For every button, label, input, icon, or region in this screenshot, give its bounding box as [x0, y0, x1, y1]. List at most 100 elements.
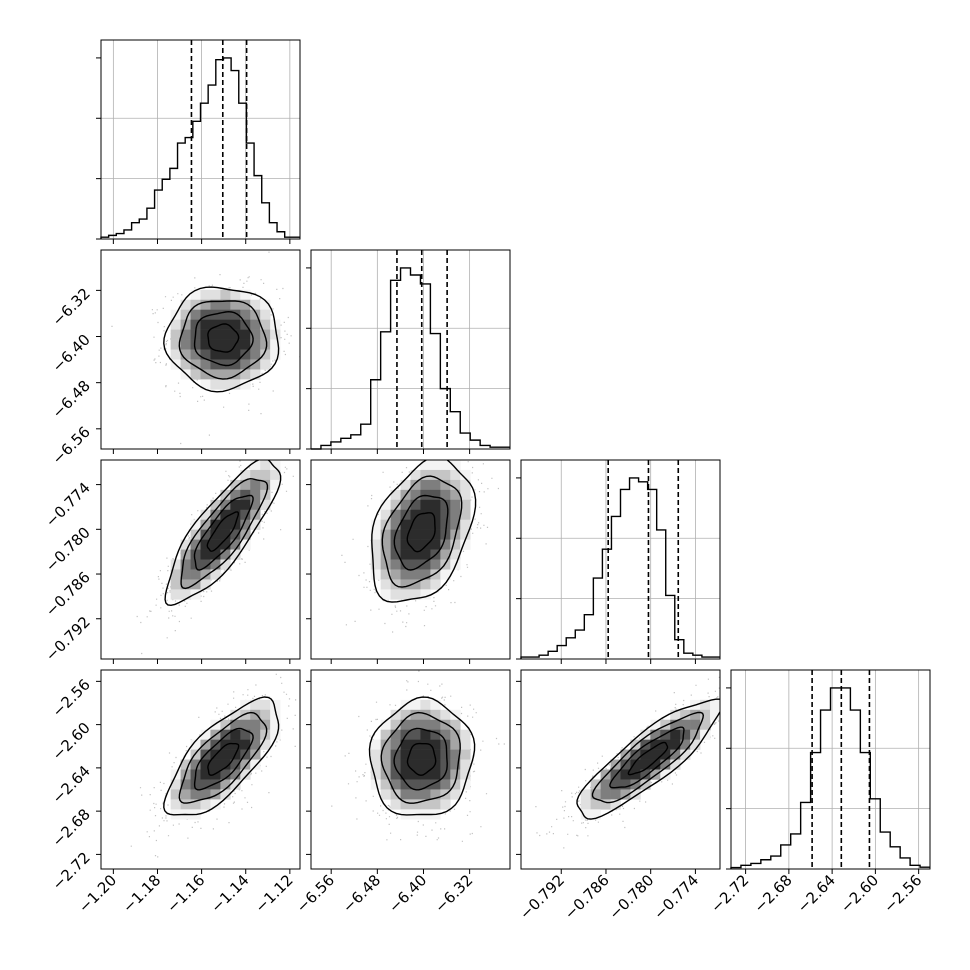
density-cell-1-0-9-6 [190, 309, 201, 320]
density-cell-1-0-12-4 [220, 289, 231, 301]
density-cell-2-0-10-11 [200, 569, 211, 580]
density-cell-3-2-9-13 [610, 799, 621, 810]
density-cell-3-1-13-11 [440, 779, 451, 790]
density-cell-3-1-8-5 [390, 719, 401, 730]
density-cell-2-1-9-13 [400, 589, 411, 600]
density-cell-3-1-9-8 [400, 749, 411, 760]
density-panel-3-0 [100, 669, 301, 870]
density-cell-2-0-13-8 [230, 539, 241, 550]
density-cell-2-1-10-4 [410, 499, 421, 511]
density-cell-2-0-12-10 [220, 559, 231, 570]
density-cell-3-1-12-4 [430, 709, 441, 721]
x-tick-label-0-0: −1.20 [75, 871, 120, 916]
density-cell-1-0-10-4 [200, 289, 211, 301]
density-cell-2-1-6-7 [370, 529, 381, 540]
density-cell-1-0-7-9 [170, 339, 181, 350]
density-cell-2-1-7-10 [380, 559, 391, 570]
density-cell-1-0-11-5 [210, 299, 221, 310]
density-cell-2-1-15-6 [460, 519, 471, 530]
density-cell-3-0-17-5 [270, 719, 281, 730]
density-cell-1-0-9-11 [190, 359, 201, 370]
contour-2-0-0 [206, 511, 239, 552]
panel-frame-hist-1 [310, 249, 511, 450]
density-cell-1-0-7-10 [170, 349, 181, 360]
density-cell-2-1-10-5 [410, 509, 421, 520]
density-cell-3-2-13-8 [650, 749, 661, 760]
density-cell-1-0-7-8 [170, 329, 181, 340]
density-cell-2-1-13-1 [440, 469, 451, 481]
density-cell-2-0-8-8 [180, 539, 191, 550]
density-cell-2-1-13-2 [440, 479, 451, 491]
contour-3-0-2 [178, 711, 268, 804]
density-cell-3-1-8-6 [390, 729, 401, 740]
density-cell-3-0-15-7 [250, 739, 261, 750]
density-cell-2-0-14-6 [240, 519, 251, 530]
contour-2-0-3 [164, 460, 282, 607]
density-cell-2-0-8-13 [180, 589, 191, 600]
density-cell-1-0-16-10 [260, 349, 271, 360]
density-cell-3-1-13-8 [440, 749, 451, 760]
density-cell-3-2-12-10 [640, 769, 651, 780]
density-cell-3-2-6-14 [580, 809, 591, 820]
density-cell-3-2-10-12 [620, 789, 631, 800]
density-cell-3-1-15-7 [460, 739, 471, 750]
density-cell-3-0-14-7 [240, 739, 251, 750]
density-cell-1-0-10-10 [200, 349, 211, 360]
density-cell-1-0-12-12 [220, 369, 231, 380]
density-cell-2-1-12-2 [430, 479, 441, 491]
contour-3-0-0 [207, 742, 240, 776]
density-cell-3-2-16-8 [680, 749, 691, 760]
contour-3-1-0 [406, 742, 437, 776]
density-cell-2-0-7-12 [170, 579, 181, 590]
x-tick-label-3-2: −2.64 [794, 871, 839, 916]
density-cell-3-1-8-7 [390, 739, 401, 750]
density-cell-2-0-11-8 [210, 539, 221, 550]
density-cell-3-1-11-13 [420, 799, 431, 810]
histogram-1 [311, 267, 510, 450]
density-cell-1-0-9-10 [190, 349, 201, 360]
density-cell-2-1-10-6 [410, 519, 421, 530]
density-cell-3-2-15-7 [670, 739, 681, 750]
density-cell-3-0-10-7 [200, 739, 211, 750]
contour-3-1-1 [393, 727, 448, 791]
contour-1-0-3 [163, 286, 280, 393]
density-cell-2-0-17-1 [270, 469, 281, 481]
density-cell-3-2-12-11 [640, 779, 651, 790]
density-cell-2-1-13-0 [440, 460, 451, 471]
contour-3-2-0 [627, 741, 669, 776]
density-cell-3-2-11-10 [630, 769, 641, 780]
density-cell-2-0-14-5 [240, 509, 251, 520]
density-cell-2-1-6-11 [370, 569, 381, 580]
density-cell-3-1-14-10 [450, 769, 461, 780]
density-cell-2-1-10-8 [410, 539, 421, 550]
density-cell-3-1-13-6 [440, 729, 451, 740]
density-cell-2-0-15-1 [250, 469, 261, 481]
density-cell-3-1-9-5 [400, 719, 411, 730]
density-cell-1-0-12-5 [220, 299, 231, 310]
density-cell-3-0-7-13 [170, 799, 181, 810]
density-cell-2-1-14-9 [450, 549, 461, 560]
density-cell-2-1-11-10 [420, 559, 431, 570]
density-cell-2-0-16-2 [260, 479, 271, 491]
density-cell-2-0-12-7 [220, 529, 231, 540]
density-cell-2-0-17-0 [270, 460, 281, 471]
density-cell-3-2-16-4 [680, 709, 691, 721]
density-cell-3-2-11-12 [630, 789, 641, 800]
density-cell-1-0-12-10 [220, 349, 231, 360]
density-cell-2-0-16-0 [260, 460, 271, 471]
density-cell-3-1-14-7 [450, 739, 461, 750]
density-cell-2-0-9-6 [190, 519, 201, 530]
density-cell-3-1-14-12 [450, 789, 461, 800]
density-cell-2-1-10-7 [410, 529, 421, 540]
density-cell-1-0-10-5 [200, 299, 211, 310]
density-cell-2-1-8-6 [390, 519, 401, 530]
density-cell-2-1-10-13 [410, 589, 421, 600]
y-tick-label-2-3: −0.774 [42, 479, 94, 531]
y-tick-label-3-3: −2.60 [49, 719, 94, 764]
density-cell-2-1-14-3 [450, 489, 461, 501]
density-cell-2-1-11-4 [420, 499, 431, 511]
density-cell-2-0-15-4 [250, 499, 261, 511]
density-cell-2-1-11-7 [420, 529, 431, 540]
density-cell-2-1-6-10 [370, 559, 381, 570]
density-cell-2-0-10-5 [200, 509, 211, 520]
